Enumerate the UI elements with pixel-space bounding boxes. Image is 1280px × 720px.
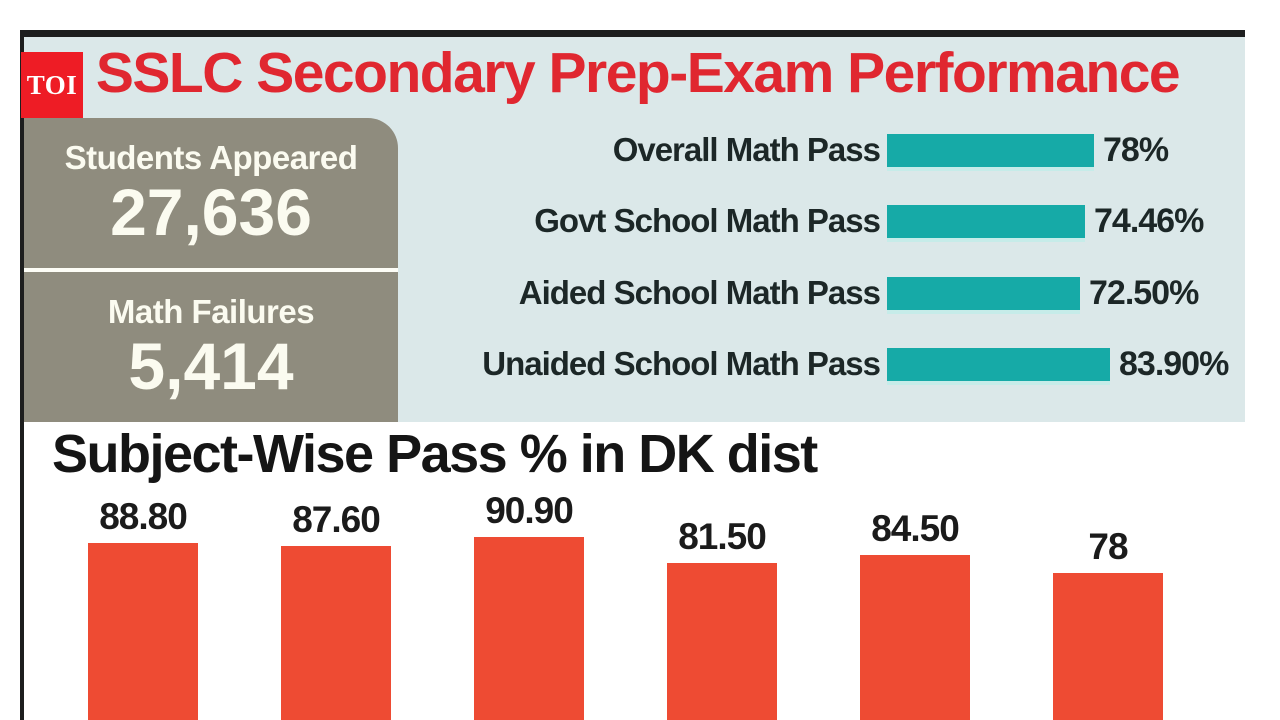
hbar-value-label: 78% (1103, 130, 1169, 169)
hbar-value-label: 72.50% (1089, 273, 1199, 312)
vbar-item: 78 (1053, 526, 1163, 720)
vbar-bar (88, 543, 198, 720)
vbar-value-label: 88.80 (99, 496, 188, 537)
subject-chart-title: Subject-Wise Pass % in DK dist (52, 424, 818, 484)
stat-label: Students Appeared (64, 139, 358, 177)
vbar-value-label: 81.50 (678, 516, 767, 557)
hbar-category-label: Unaided School Math Pass (482, 345, 881, 382)
hbar-row: Govt School Math Pass 74.46% (0, 201, 1280, 241)
vbar-item: 84.50 (860, 508, 970, 720)
vbar-value-label: 90.90 (485, 490, 574, 531)
hbar-bar (887, 133, 1094, 167)
page-title: SSLC Secondary Prep-Exam Performance (95, 41, 1181, 105)
vbar-bar (1053, 573, 1163, 720)
vbar-bar (860, 555, 970, 720)
stat-value: 5,414 (128, 329, 294, 404)
vbar-item: 88.80 (88, 496, 198, 720)
vbar-value-label: 78 (1088, 526, 1128, 567)
stat-value: 27,636 (110, 175, 312, 250)
vbar-item: 90.90 (474, 490, 584, 720)
vbar-bar (474, 537, 584, 720)
subject-pass-bar-chart: 88.80 87.60 90.90 81.50 84.50 78 (88, 490, 1163, 720)
hbar-value-label: 74.46% (1094, 201, 1204, 240)
hbar-category-label: Govt School Math Pass (534, 202, 881, 239)
stat-divider (24, 268, 398, 272)
toi-logo-text: TOI (26, 69, 78, 100)
stat-label: Math Failures (107, 293, 315, 331)
hbar-row: Unaided School Math Pass 83.90% (0, 344, 1280, 384)
hbar-bar (887, 276, 1080, 310)
hbar-bar (887, 204, 1085, 238)
toi-logo: TOI (21, 52, 83, 118)
hbar-category-label: Aided School Math Pass (518, 274, 881, 311)
frame-top-border (20, 30, 1245, 37)
vbar-item: 81.50 (667, 516, 777, 720)
stat-math-failures: Math Failures 5,414 (24, 272, 398, 422)
stat-box: Students Appeared 27,636 Math Failures 5… (24, 118, 398, 422)
vbar-bar (281, 546, 391, 720)
hbar-row: Aided School Math Pass 72.50% (0, 273, 1280, 313)
hbar-row: Overall Math Pass 78% (0, 130, 1280, 170)
vbar-value-label: 87.60 (292, 499, 381, 540)
frame-left-border (20, 30, 24, 720)
vbar-bar (667, 563, 777, 720)
vbar-item: 87.60 (281, 499, 391, 720)
vbar-value-label: 84.50 (871, 508, 960, 549)
hbar-bar (887, 347, 1110, 381)
stat-students-appeared: Students Appeared 27,636 (24, 118, 398, 268)
hbar-value-label: 83.90% (1119, 344, 1229, 383)
hbar-category-label: Overall Math Pass (612, 131, 881, 168)
